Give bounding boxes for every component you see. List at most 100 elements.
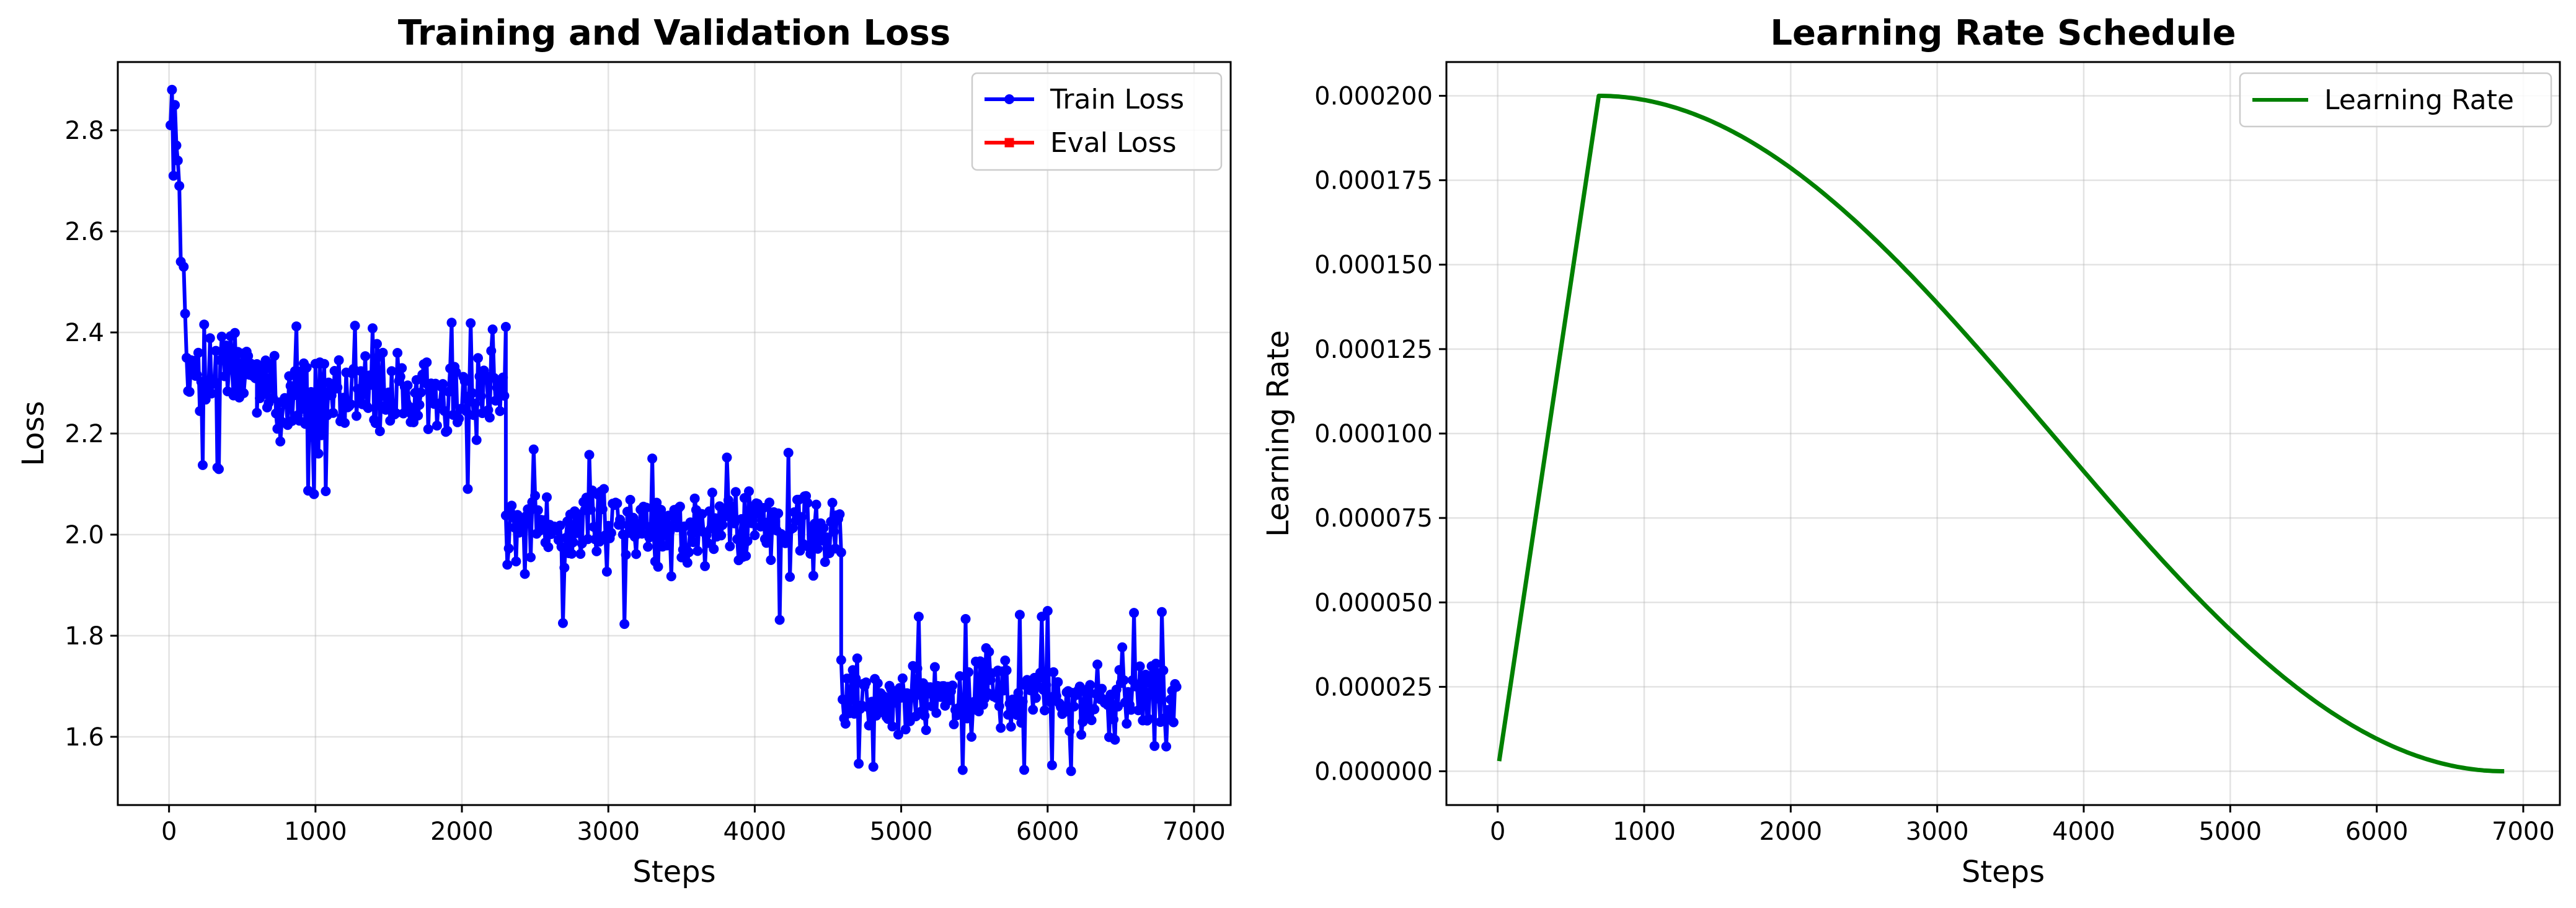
train-loss-point — [398, 408, 409, 419]
train-loss-point — [1045, 697, 1056, 708]
train-loss-point — [621, 550, 631, 560]
train-loss-point — [451, 367, 461, 378]
train-loss-point — [1149, 741, 1160, 751]
train-loss-point — [205, 333, 215, 344]
train-loss-point — [312, 419, 322, 429]
train-loss-point — [195, 406, 205, 416]
train-loss-point — [356, 366, 366, 376]
train-loss-point — [1030, 693, 1041, 703]
train-loss-point — [1053, 677, 1063, 687]
train-loss-point — [1162, 705, 1173, 715]
train-loss-point — [227, 363, 237, 374]
x-tick-label: 6000 — [1016, 817, 1079, 846]
train-loss-point — [864, 720, 874, 731]
x-tick-label: 1000 — [284, 817, 347, 846]
x-tick-label: 2000 — [1759, 817, 1822, 846]
train-loss-point — [936, 692, 946, 702]
train-loss-point — [813, 543, 823, 554]
train-loss-point — [499, 391, 510, 401]
train-loss-point — [172, 155, 183, 166]
train-loss-point — [1114, 665, 1125, 675]
train-loss-point — [555, 520, 565, 531]
train-loss-point — [528, 444, 539, 455]
train-loss-point — [900, 724, 911, 735]
train-loss-point — [726, 501, 737, 512]
train-loss-point — [317, 386, 328, 397]
train-loss-point — [1016, 718, 1027, 728]
train-loss-point — [188, 355, 199, 366]
train-loss-point — [766, 555, 776, 565]
train-loss-point — [567, 548, 577, 559]
train-loss-point — [243, 351, 254, 361]
train-loss-point — [1060, 706, 1071, 717]
train-loss-point — [466, 318, 476, 329]
legend-label-learning-rate: Learning Rate — [2324, 84, 2514, 116]
train-loss-point — [670, 514, 681, 524]
train-loss-point — [1136, 683, 1146, 694]
train-loss-point — [1145, 677, 1156, 688]
train-loss-point — [306, 387, 316, 397]
train-loss-point — [693, 546, 703, 556]
train-loss-point — [193, 347, 203, 358]
chart-title: Training and Validation Loss — [398, 13, 950, 53]
train-loss-point — [631, 549, 642, 559]
legend-box — [2239, 72, 2552, 128]
x-tick-label: 7000 — [2492, 817, 2555, 846]
train-loss-point — [319, 358, 329, 369]
train-loss-point — [575, 549, 586, 559]
train-loss-point — [947, 680, 958, 691]
train-loss-point — [372, 339, 382, 349]
train-loss-point — [340, 417, 350, 428]
train-loss-point — [1129, 608, 1140, 618]
train-loss-point — [259, 376, 270, 387]
y-tick-label: 2.4 — [64, 319, 104, 347]
train-loss-point — [300, 419, 311, 429]
train-loss-point — [632, 519, 643, 529]
train-loss-point — [637, 528, 647, 539]
train-loss-point — [395, 372, 405, 382]
train-loss-point — [329, 366, 340, 376]
train-loss-point — [363, 403, 373, 413]
train-loss-point — [686, 528, 697, 538]
train-loss-point — [770, 516, 781, 527]
train-loss-point — [1092, 659, 1103, 670]
train-loss-point — [530, 491, 541, 501]
train-loss-point — [526, 552, 536, 563]
train-loss-point — [836, 547, 846, 558]
train-loss-point — [500, 322, 511, 332]
train-loss-point — [704, 506, 715, 517]
train-loss-point — [827, 497, 838, 508]
train-loss-point — [606, 528, 616, 538]
train-loss-point — [688, 537, 699, 548]
y-tick-label: 0.000125 — [1314, 336, 1433, 364]
train-loss-point — [397, 363, 407, 373]
train-loss-point — [468, 410, 479, 421]
train-loss-point — [383, 387, 394, 398]
train-loss-point — [321, 486, 331, 496]
train-loss-point — [805, 548, 816, 559]
train-loss-point — [811, 499, 821, 510]
train-loss-point — [1064, 726, 1075, 736]
train-loss-point — [1012, 710, 1022, 720]
train-loss-point — [1157, 607, 1167, 617]
train-loss-point — [913, 612, 924, 622]
legend-marker-train-loss — [1004, 94, 1014, 104]
train-loss-point — [648, 528, 659, 539]
train-loss-point — [167, 84, 177, 95]
train-loss-point — [1151, 659, 1161, 669]
x-axis-label: Steps — [632, 855, 715, 889]
train-loss-point — [717, 520, 728, 530]
train-loss-point — [1113, 701, 1123, 712]
legend: Learning Rate — [2239, 72, 2552, 128]
learning-rate-chart-panel: 0 1000 2000 3000 4000 5000 6000 7000 0.000000 0.0… — [1261, 13, 2561, 889]
train-loss-point — [345, 399, 356, 409]
train-loss-point — [960, 614, 971, 624]
y-tick-label: 2.2 — [64, 420, 104, 448]
train-loss-point — [1066, 766, 1076, 777]
train-loss-point — [365, 370, 375, 381]
train-loss-point — [709, 544, 719, 554]
train-loss-point — [198, 460, 208, 470]
y-tick-label: 2.0 — [64, 521, 104, 550]
x-tick-label: 2000 — [430, 817, 494, 846]
train-loss-point — [568, 537, 578, 548]
